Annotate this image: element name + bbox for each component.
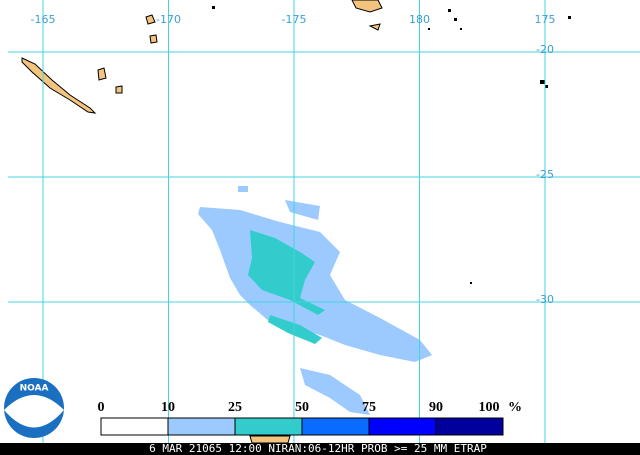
precipitation xyxy=(198,186,432,415)
legend-tick: 0 xyxy=(98,400,105,415)
legend-tick: 100 xyxy=(479,400,500,415)
legend-swatch xyxy=(435,417,504,436)
small-islands xyxy=(212,6,571,284)
legend-swatch xyxy=(234,417,303,436)
longitude-label: -175 xyxy=(282,13,307,26)
longitude-label: 175 xyxy=(535,13,556,26)
islands xyxy=(21,0,383,444)
legend-swatch xyxy=(167,417,236,436)
legend-swatch xyxy=(368,417,437,436)
longitude-label: 180 xyxy=(409,13,430,26)
logo-text: NOAA xyxy=(20,384,49,394)
longitude-label: -165 xyxy=(31,13,56,26)
noaa-logo: NOAA xyxy=(4,378,64,438)
caption-bar xyxy=(0,443,640,455)
caption: 6 MAR 21065 12:00 NIRAN:06-12HR PROB >= … xyxy=(149,442,487,455)
legend-tick: 90 xyxy=(429,400,443,415)
latitude-label: -20 xyxy=(536,43,554,56)
latitude-label: -25 xyxy=(536,168,554,181)
legend-swatch xyxy=(100,417,169,436)
longitude-label: -170 xyxy=(156,13,181,26)
latitude-label: -30 xyxy=(536,293,554,306)
graticule: -165 -170 -175 180 175 -20 -25 -30 xyxy=(8,0,640,443)
legend-tick: 10 xyxy=(161,400,175,415)
legend-tick: 50 xyxy=(295,400,309,415)
legend-tick: 25 xyxy=(228,400,242,415)
legend-swatch xyxy=(301,417,370,436)
legend-tick: 75 xyxy=(362,400,376,415)
legend-unit: % xyxy=(508,400,522,415)
legend: 0 10 25 50 75 90 100% xyxy=(98,400,522,436)
